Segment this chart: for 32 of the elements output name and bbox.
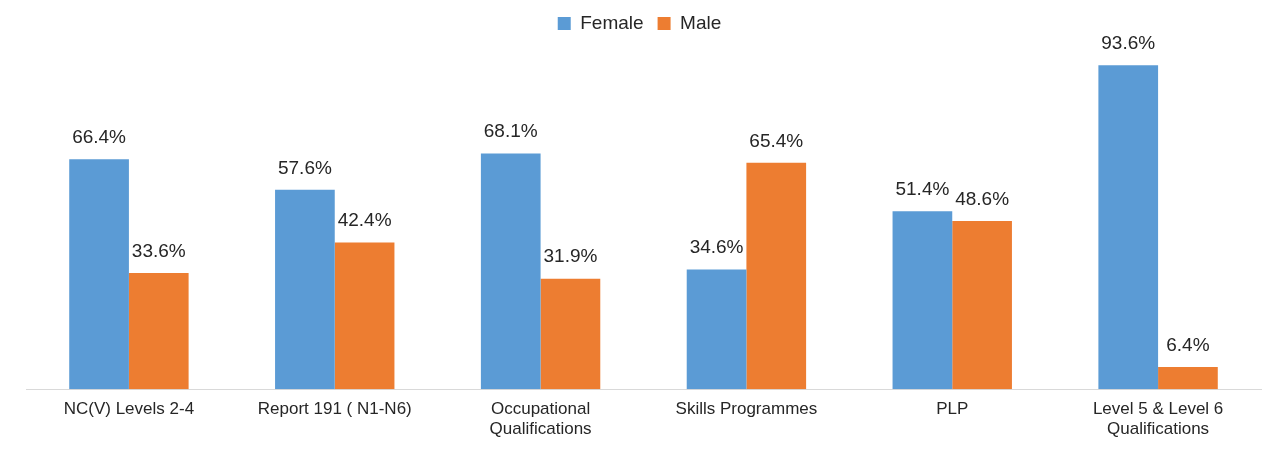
- bar: [480, 153, 541, 390]
- data-label: 93.6%: [1101, 31, 1156, 53]
- bar: [686, 269, 747, 390]
- bar: [1158, 367, 1218, 390]
- bar: [128, 272, 189, 390]
- data-label: 6.4%: [1166, 333, 1210, 355]
- data-label: 66.4%: [72, 126, 127, 148]
- x-tick-label: Report 191 ( N1-N6): [257, 399, 412, 419]
- bar: [892, 211, 953, 390]
- x-tick-label: Occupational Qualifications: [489, 399, 592, 439]
- data-label: 48.6%: [955, 187, 1010, 209]
- x-tick-label: NC(V) Levels 2-4: [63, 399, 195, 419]
- data-label: 31.9%: [543, 245, 598, 267]
- bar: [952, 220, 1012, 390]
- bar: [1098, 65, 1159, 390]
- legend-label: Male: [680, 11, 722, 33]
- data-label: 57.6%: [277, 156, 332, 178]
- data-label: 65.4%: [749, 129, 804, 151]
- data-label: 33.6%: [131, 239, 186, 261]
- x-tick-label: Skills Programmes: [675, 399, 818, 419]
- bar: [334, 242, 395, 390]
- data-label: 68.1%: [483, 120, 538, 142]
- data-label: 34.6%: [689, 236, 744, 258]
- bar: [746, 162, 807, 390]
- x-tick-label: Level 5 & Level 6 Qualifications: [1092, 399, 1224, 439]
- data-label: 51.4%: [895, 177, 950, 199]
- x-tick-label: PLP: [936, 399, 969, 419]
- bar: [540, 278, 601, 390]
- data-label: 42.4%: [337, 209, 392, 231]
- bar: [69, 159, 129, 390]
- legend-label: Female: [580, 11, 644, 33]
- bar: [275, 189, 335, 390]
